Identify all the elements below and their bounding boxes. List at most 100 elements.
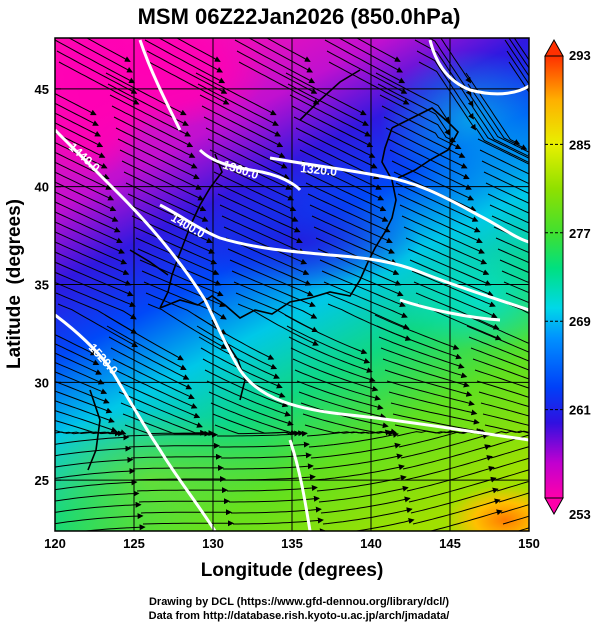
streamline: [389, 149, 472, 190]
streamline: [413, 281, 498, 319]
streamline: [55, 513, 144, 525]
streamline: [296, 380, 384, 411]
streamline: [507, 303, 529, 314]
streamline: [499, 259, 529, 274]
streamline: [378, 336, 465, 369]
streamline: [118, 391, 203, 428]
streamline: [133, 226, 218, 265]
streamline: [55, 468, 136, 479]
streamline: [55, 352, 102, 375]
contour-1520: [55, 313, 217, 531]
streamline: [495, 237, 529, 254]
streamline: [207, 138, 290, 180]
streamline: [483, 171, 529, 195]
colorbar: 253 261 269 277 285 293: [544, 38, 591, 522]
streamline: [505, 292, 529, 304]
streamline: [320, 496, 411, 514]
streamline: [310, 442, 401, 459]
streamline: [307, 193, 391, 233]
streamline: [286, 325, 371, 364]
streamline: [409, 259, 494, 297]
streamline: [290, 347, 376, 383]
streamline: [492, 457, 529, 470]
streamline: [211, 160, 295, 201]
streamline: [55, 410, 118, 433]
streamline: [266, 38, 311, 62]
colorbar-tick-label: 293: [569, 48, 591, 63]
streamline: [375, 72, 450, 124]
streamline: [356, 38, 401, 62]
streamline: [374, 314, 460, 350]
streamline: [309, 204, 393, 244]
streamline: [55, 380, 110, 404]
streamline: [392, 413, 483, 434]
colorbar-tick-label: 261: [569, 403, 591, 418]
streamline: [408, 476, 497, 503]
streamline: [429, 509, 503, 531]
streamline: [229, 259, 314, 297]
streamline: [407, 248, 492, 286]
streamline: [386, 380, 475, 407]
x-tick-label: 135: [281, 536, 303, 551]
streamline: [104, 314, 184, 361]
streamline: [105, 72, 187, 116]
streamline: [55, 181, 117, 212]
streamline: [135, 237, 220, 276]
streamline: [399, 204, 483, 244]
streamline: [414, 39, 474, 107]
contour-label-1320: 1320.0: [300, 161, 338, 179]
streamline: [481, 160, 529, 185]
streamline: [403, 226, 488, 265]
credit-line-2: Data from http://database.rish.kyoto-u.a…: [149, 610, 450, 622]
contour-1360: [198, 148, 302, 192]
streamline: [305, 182, 389, 222]
streamline: [466, 325, 529, 353]
streamline: [205, 127, 288, 169]
streamline: [57, 303, 139, 348]
streamline: [158, 38, 223, 73]
streamline: [387, 138, 470, 180]
streamline: [108, 336, 190, 380]
streamline: [55, 371, 108, 395]
streamline: [130, 453, 222, 460]
y-tick-label: 45: [35, 82, 49, 97]
streamline: [291, 105, 374, 148]
streamline: [326, 50, 408, 94]
streamline: [312, 453, 403, 470]
streamline: [380, 347, 468, 379]
streamline: [198, 336, 280, 379]
streamline: [391, 160, 475, 201]
streamline: [472, 358, 529, 380]
streamline: [397, 193, 481, 233]
streamline: [504, 39, 529, 77]
streamline: [55, 171, 115, 201]
streamline: [55, 161, 112, 190]
streamline: [490, 446, 529, 459]
streamline: [489, 204, 529, 224]
streamline: [485, 182, 529, 204]
streamline: [306, 428, 397, 437]
streamline: [498, 492, 529, 503]
streamline: [55, 231, 128, 265]
streamline: [506, 50, 529, 85]
streamline: [138, 498, 230, 505]
streamline: [55, 211, 123, 244]
streamline: [289, 94, 371, 137]
streamline: [287, 83, 369, 126]
streamline: [148, 61, 230, 105]
streamline: [502, 515, 529, 525]
streamline: [486, 430, 529, 437]
streamline: [197, 83, 279, 126]
streamline: [293, 116, 376, 158]
streamline: [353, 517, 415, 531]
streamline: [122, 413, 211, 437]
streamline: [55, 343, 100, 365]
streamline: [123, 171, 207, 212]
streamline: [176, 38, 221, 62]
streamline: [321, 270, 406, 307]
streamline: [477, 138, 529, 165]
x-tick-label: 150: [518, 536, 540, 551]
streamline: [113, 116, 196, 158]
streamline: [381, 105, 462, 149]
streamline: [400, 433, 489, 459]
